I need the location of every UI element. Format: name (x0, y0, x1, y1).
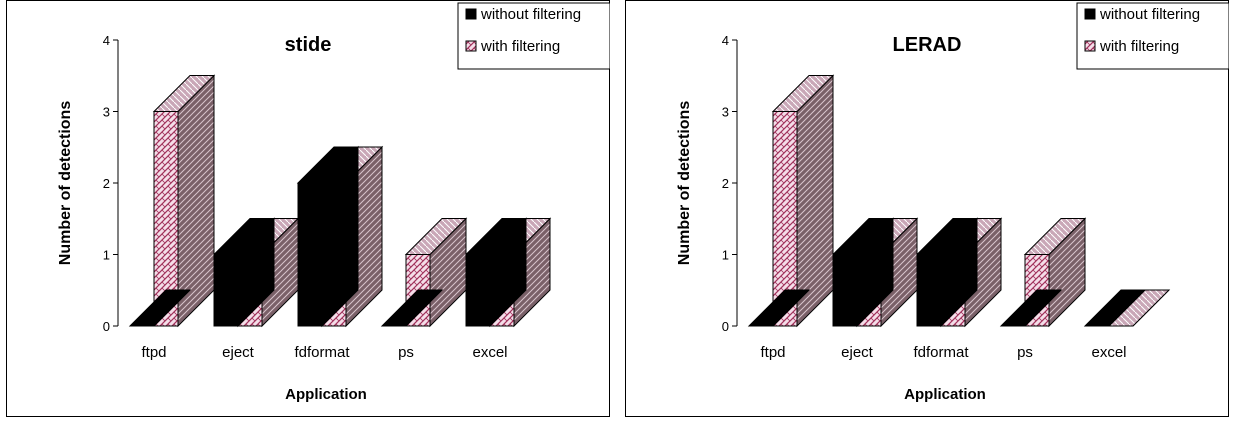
bar-ftpd-without-filtering (747, 289, 811, 327)
bar-side-face (796, 74, 834, 328)
legend-swatch-with-filtering (465, 40, 477, 52)
chart-title: LERAD (893, 34, 962, 56)
chart-border (625, 0, 1229, 417)
bar-ftpd-with-filtering (152, 74, 216, 328)
x-tick-label: ps (1017, 344, 1033, 361)
chart-title: stide (285, 34, 332, 56)
chart-lerad: 0 1 2 3 4 ftpd eject fdformat ps excel Application… (625, 0, 1230, 417)
x-axis-title: Application (904, 386, 986, 403)
bar-front-face (832, 254, 858, 327)
y-tick-label: 3 (103, 105, 110, 120)
bar-front-face (465, 254, 491, 327)
x-tick-label: eject (841, 344, 874, 361)
chart-panel-lerad: 0 1 2 3 4 ftpd eject fdformat ps excel Application… (625, 0, 1230, 417)
bar-top-face (1083, 289, 1147, 327)
legend-label: without filtering (1099, 6, 1200, 23)
bar-ps-without-filtering (380, 289, 444, 327)
x-tick-label: fdformat (913, 344, 969, 361)
bar-fdformat-without-filtering (915, 217, 979, 328)
x-tick-label: ftpd (760, 344, 785, 361)
y-tick-label: 4 (103, 33, 110, 48)
bar-top-face (128, 289, 192, 327)
y-tick-label: 0 (103, 319, 110, 334)
bar-fdformat-without-filtering (296, 145, 360, 328)
legend: without filtering with filtering (1076, 2, 1230, 70)
chart-stide: 0 1 2 3 4 ftpd eject fdformat ps excel Application… (6, 0, 611, 417)
bar-eject-without-filtering (212, 217, 276, 328)
legend-label: with filtering (480, 38, 560, 55)
y-tick-label: 0 (722, 319, 729, 334)
x-tick-label: ftpd (141, 344, 166, 361)
bar-front-face (213, 254, 239, 327)
bar-ftpd-with-filtering (771, 74, 835, 328)
legend-label: with filtering (1099, 38, 1179, 55)
y-axis-title: Number of detections (676, 101, 693, 266)
legend-label: without filtering (480, 6, 581, 23)
bar-excel-without-filtering (464, 217, 528, 328)
y-axis-title: Number of detections (57, 101, 74, 266)
bar-side-face (177, 74, 215, 328)
bar-ftpd-without-filtering (128, 289, 192, 327)
chart-panel-stide: 0 1 2 3 4 ftpd eject fdformat ps excel Application… (6, 0, 611, 417)
y-tick-label: 1 (722, 248, 729, 263)
y-tick-label: 4 (722, 33, 729, 48)
bar-top-face (999, 289, 1063, 327)
bar-ps-without-filtering (999, 289, 1063, 327)
y-tick-label: 2 (722, 176, 729, 191)
legend: without filtering with filtering (457, 2, 611, 70)
y-tick-label: 2 (103, 176, 110, 191)
bar-front-face (297, 182, 323, 327)
bar-top-face (380, 289, 444, 327)
legend-swatch-with-filtering (1084, 40, 1096, 52)
y-tick-label: 1 (103, 248, 110, 263)
x-tick-label: excel (1091, 344, 1126, 361)
x-tick-label: fdformat (294, 344, 350, 361)
legend-swatch-without-filtering (1084, 8, 1096, 20)
y-tick-label: 3 (722, 105, 729, 120)
bar-front-face (916, 254, 942, 327)
legend-swatch-without-filtering (465, 8, 477, 20)
x-axis-title: Application (285, 386, 367, 403)
legend-box (457, 2, 611, 70)
bar-excel-without-filtering (1083, 289, 1147, 327)
x-tick-label: ps (398, 344, 414, 361)
x-tick-label: eject (222, 344, 255, 361)
legend-box (1076, 2, 1230, 70)
x-tick-label: excel (472, 344, 507, 361)
bar-top-face (747, 289, 811, 327)
